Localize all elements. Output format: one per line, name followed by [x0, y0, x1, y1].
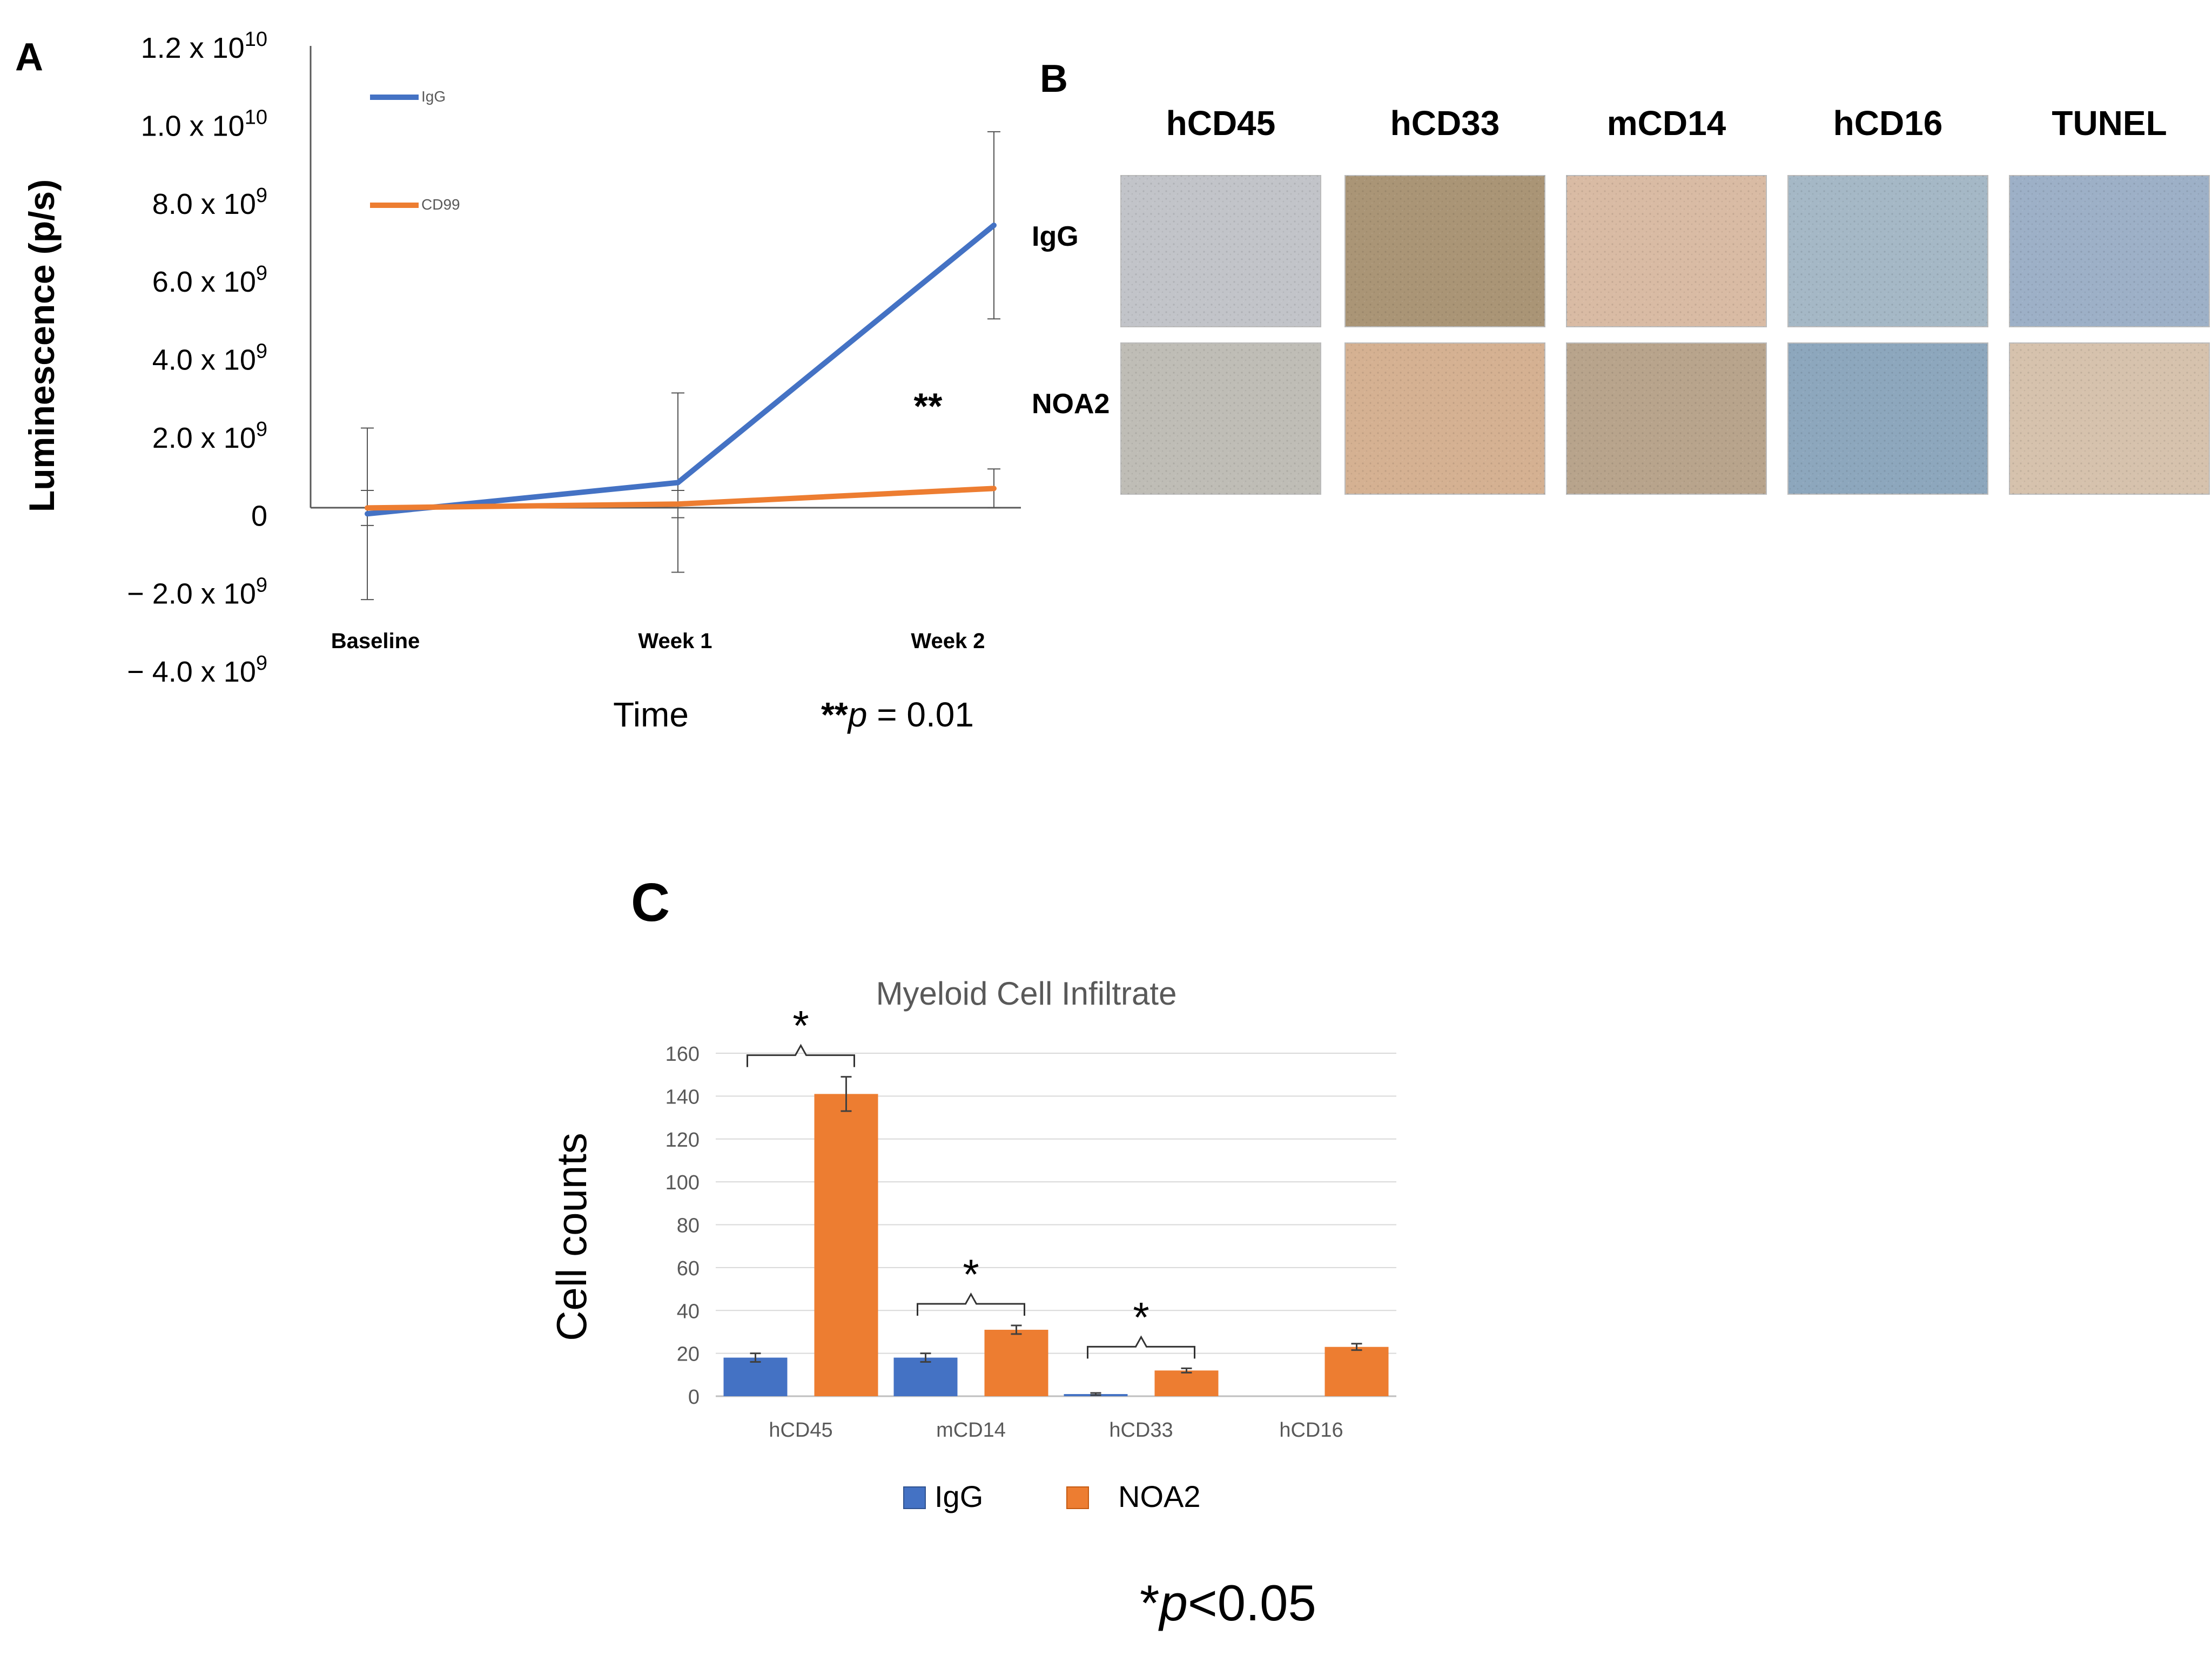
panel-letter-b: B	[1040, 57, 1068, 100]
series-line-cd99	[365, 486, 997, 511]
y-tick-label: 20	[677, 1343, 700, 1366]
bar-igg	[893, 1357, 958, 1396]
series-line-igg	[365, 223, 997, 517]
y-axis-label-c: Cell counts	[548, 1133, 595, 1341]
y-tick-label: 6.0 x 109	[152, 262, 267, 298]
ihc-image-texture	[1788, 176, 1988, 327]
bar-noa2	[814, 1094, 878, 1396]
myeloid-bar-chart: Myeloid Cell Infiltrate 0 20 40 60 80 100 120 1…	[548, 975, 1396, 1631]
x-tick-label: hCD33	[1109, 1419, 1173, 1442]
column-header: TUNEL	[2052, 104, 2167, 143]
x-axis-label-a: Time	[613, 695, 689, 734]
ihc-image-texture	[1345, 176, 1545, 327]
y-tick-label: 8.0 x 109	[152, 184, 267, 220]
x-tick-label: hCD45	[769, 1419, 832, 1442]
x-tick-label: Baseline	[331, 629, 420, 653]
legend-igg-label: IgG	[421, 88, 446, 105]
chart-title-c: Myeloid Cell Infiltrate	[876, 975, 1177, 1012]
ihc-image-texture	[2009, 343, 2209, 494]
ihc-image-texture	[2009, 176, 2209, 327]
y-tick-label: 120	[665, 1129, 700, 1152]
significance-star: *	[1133, 1293, 1149, 1341]
significance-bracket	[1087, 1335, 1195, 1359]
ihc-image-grid: hCD45 hCD33 mCD14 hCD16 TUNEL IgG NOA2	[1032, 104, 2210, 495]
panel-letter-c: C	[631, 872, 670, 933]
y-tick-label: − 4.0 x 109	[127, 652, 267, 688]
x-tick-label: hCD16	[1279, 1419, 1343, 1442]
y-tick-label: 140	[665, 1086, 700, 1108]
x-tick-label: Week 2	[911, 629, 985, 653]
bar-igg	[723, 1357, 788, 1396]
ihc-image-texture	[1121, 176, 1321, 327]
y-tick-label: 2.0 x 109	[152, 418, 267, 454]
luminescence-line-chart: − 4.0 x 109 − 2.0 x 109 0 2.0 x 109 4.0 x 10…	[22, 28, 1021, 734]
ihc-image-texture	[1121, 343, 1321, 494]
y-tick-label: 1.0 x 1010	[141, 106, 267, 142]
bar-noa2	[984, 1329, 1048, 1396]
column-header: hCD45	[1166, 104, 1276, 143]
significance-star: *	[963, 1250, 979, 1298]
ihc-image-texture	[1566, 176, 1766, 327]
significance-marker-a: **	[914, 386, 943, 427]
column-header: hCD16	[1833, 104, 1943, 143]
legend-noa2-label-c: NOA2	[1118, 1479, 1201, 1513]
y-tick-label: 100	[665, 1172, 700, 1194]
p-value-note-c: *p<0.05	[1140, 1574, 1316, 1631]
p-value-note-a: **p = 0.01	[821, 695, 974, 734]
y-tick-label: 160	[665, 1043, 700, 1066]
x-tick-label: Week 1	[638, 629, 712, 653]
significance-bracket	[747, 1044, 855, 1067]
y-tick-label: − 2.0 x 109	[127, 574, 267, 610]
ihc-image-texture	[1566, 343, 1766, 494]
y-axis-label-a: Luminescence (p/s)	[22, 179, 62, 512]
y-tick-label: 80	[677, 1215, 700, 1237]
y-tick-label: 40	[677, 1300, 700, 1323]
x-tick-label: mCD14	[936, 1419, 1006, 1442]
bar-noa2	[1154, 1370, 1219, 1396]
significance-star: *	[792, 1002, 809, 1049]
legend-igg-swatch-c	[903, 1486, 926, 1509]
ihc-image-texture	[1345, 343, 1545, 494]
y-tick-label: 0	[251, 500, 267, 532]
panel-letter-a: A	[15, 36, 43, 79]
row-label: IgG	[1032, 221, 1079, 252]
y-tick-label: 4.0 x 109	[152, 340, 267, 376]
significance-bracket	[917, 1292, 1025, 1316]
ihc-image-texture	[1788, 343, 1988, 494]
bar-noa2	[1324, 1347, 1389, 1396]
y-tick-label: 60	[677, 1257, 700, 1280]
row-label: NOA2	[1032, 388, 1110, 420]
column-header: hCD33	[1390, 104, 1500, 143]
y-tick-label: 0	[688, 1386, 700, 1409]
y-tick-label: 1.2 x 1010	[141, 28, 267, 64]
column-header: mCD14	[1607, 104, 1726, 143]
legend-cd99-label: CD99	[421, 196, 460, 213]
legend-noa2-swatch-c	[1066, 1486, 1089, 1509]
legend-igg-label-c: IgG	[934, 1479, 983, 1513]
